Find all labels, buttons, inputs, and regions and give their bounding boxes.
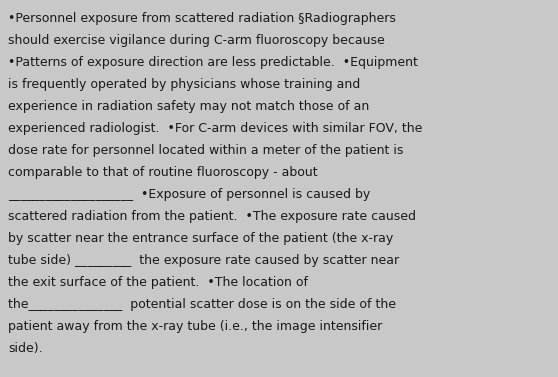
Text: the_______________  potential scatter dose is on the side of the: the_______________ potential scatter dos…	[8, 298, 396, 311]
Text: experience in radiation safety may not match those of an: experience in radiation safety may not m…	[8, 100, 369, 113]
Text: is frequently operated by physicians whose training and: is frequently operated by physicians who…	[8, 78, 360, 91]
Text: •Personnel exposure from scattered radiation §Radiographers: •Personnel exposure from scattered radia…	[8, 12, 396, 25]
Text: ____________________  •Exposure of personnel is caused by: ____________________ •Exposure of person…	[8, 188, 371, 201]
Text: comparable to that of routine fluoroscopy - about: comparable to that of routine fluoroscop…	[8, 166, 318, 179]
Text: by scatter near the entrance surface of the patient (the x-ray: by scatter near the entrance surface of …	[8, 232, 393, 245]
Text: patient away from the x-ray tube (i.e., the image intensifier: patient away from the x-ray tube (i.e., …	[8, 320, 382, 333]
Text: experienced radiologist.  •For C-arm devices with similar FOV, the: experienced radiologist. •For C-arm devi…	[8, 122, 422, 135]
Text: •Patterns of exposure direction are less predictable.  •Equipment: •Patterns of exposure direction are less…	[8, 56, 418, 69]
Text: scattered radiation from the patient.  •The exposure rate caused: scattered radiation from the patient. •T…	[8, 210, 416, 223]
Text: the exit surface of the patient.  •The location of: the exit surface of the patient. •The lo…	[8, 276, 308, 289]
Text: dose rate for personnel located within a meter of the patient is: dose rate for personnel located within a…	[8, 144, 403, 157]
Text: side).: side).	[8, 342, 42, 355]
Text: tube side) _________  the exposure rate caused by scatter near: tube side) _________ the exposure rate c…	[8, 254, 399, 267]
Text: should exercise vigilance during C-arm fluoroscopy because: should exercise vigilance during C-arm f…	[8, 34, 385, 47]
